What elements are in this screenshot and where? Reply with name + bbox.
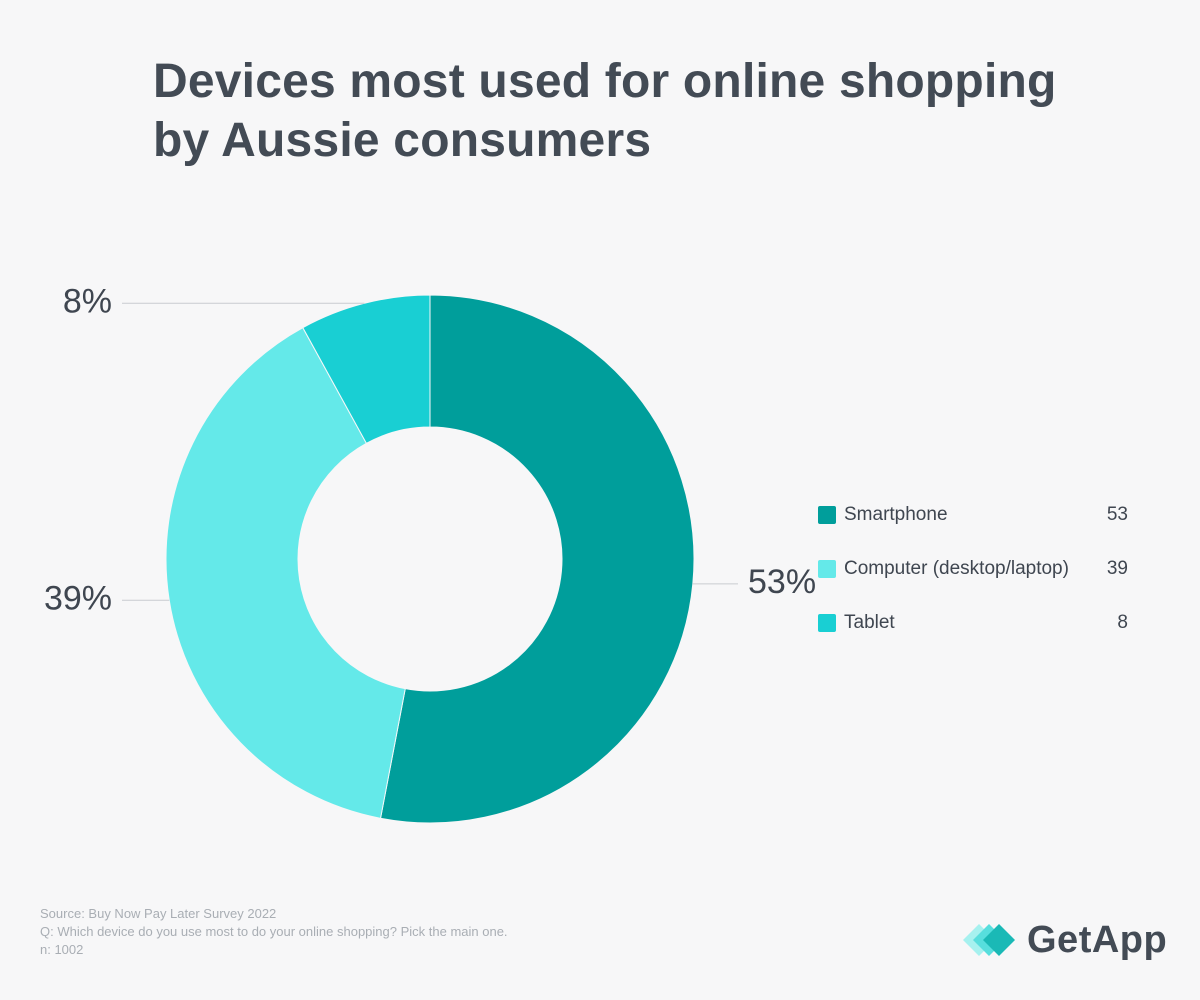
chart-legend: Smartphone 53 Computer (desktop/laptop) … bbox=[818, 488, 1128, 650]
survey-question: Q: Which device do you use most to do yo… bbox=[40, 924, 508, 939]
legend-value: 53 bbox=[1106, 504, 1128, 525]
legend-label: Smartphone bbox=[844, 504, 948, 525]
getapp-logo-icon bbox=[963, 924, 1015, 956]
source-note: Source: Buy Now Pay Later Survey 2022 bbox=[40, 906, 277, 921]
getapp-logo: GetApp bbox=[963, 918, 1167, 962]
logo-diamond-dark bbox=[983, 924, 1015, 956]
getapp-wordmark: GetApp bbox=[1027, 918, 1168, 961]
chart-footnote: Source: Buy Now Pay Later Survey 2022 Q:… bbox=[40, 905, 740, 959]
legend-item-computer: Computer (desktop/laptop) 39 bbox=[818, 542, 1128, 596]
legend-swatch bbox=[818, 506, 836, 524]
legend-value: 8 bbox=[1117, 612, 1128, 633]
donut-slice-tablet bbox=[302, 294, 431, 445]
legend-label: Computer (desktop/laptop) bbox=[844, 558, 1069, 579]
donut-slices bbox=[165, 294, 695, 824]
legend-swatch bbox=[818, 560, 836, 578]
leader-lines bbox=[122, 302, 738, 601]
data-labels: 53% 39% 8% bbox=[44, 282, 816, 617]
sample-size: n: 1002 bbox=[40, 942, 84, 957]
legend-label: Tablet bbox=[844, 612, 895, 633]
data-label: 53% bbox=[748, 563, 816, 601]
donut-slice-smartphone bbox=[379, 294, 695, 824]
chart-title: Devices most used for online shopping by… bbox=[153, 55, 1057, 167]
data-label: 8% bbox=[63, 282, 112, 320]
legend-item-smartphone: Smartphone 53 bbox=[818, 488, 1128, 542]
legend-value: 39 bbox=[1106, 558, 1128, 579]
legend-item-tablet: Tablet 8 bbox=[818, 596, 1128, 650]
data-label: 39% bbox=[44, 579, 112, 617]
donut-slice-computer bbox=[165, 326, 406, 819]
legend-swatch bbox=[818, 614, 836, 632]
